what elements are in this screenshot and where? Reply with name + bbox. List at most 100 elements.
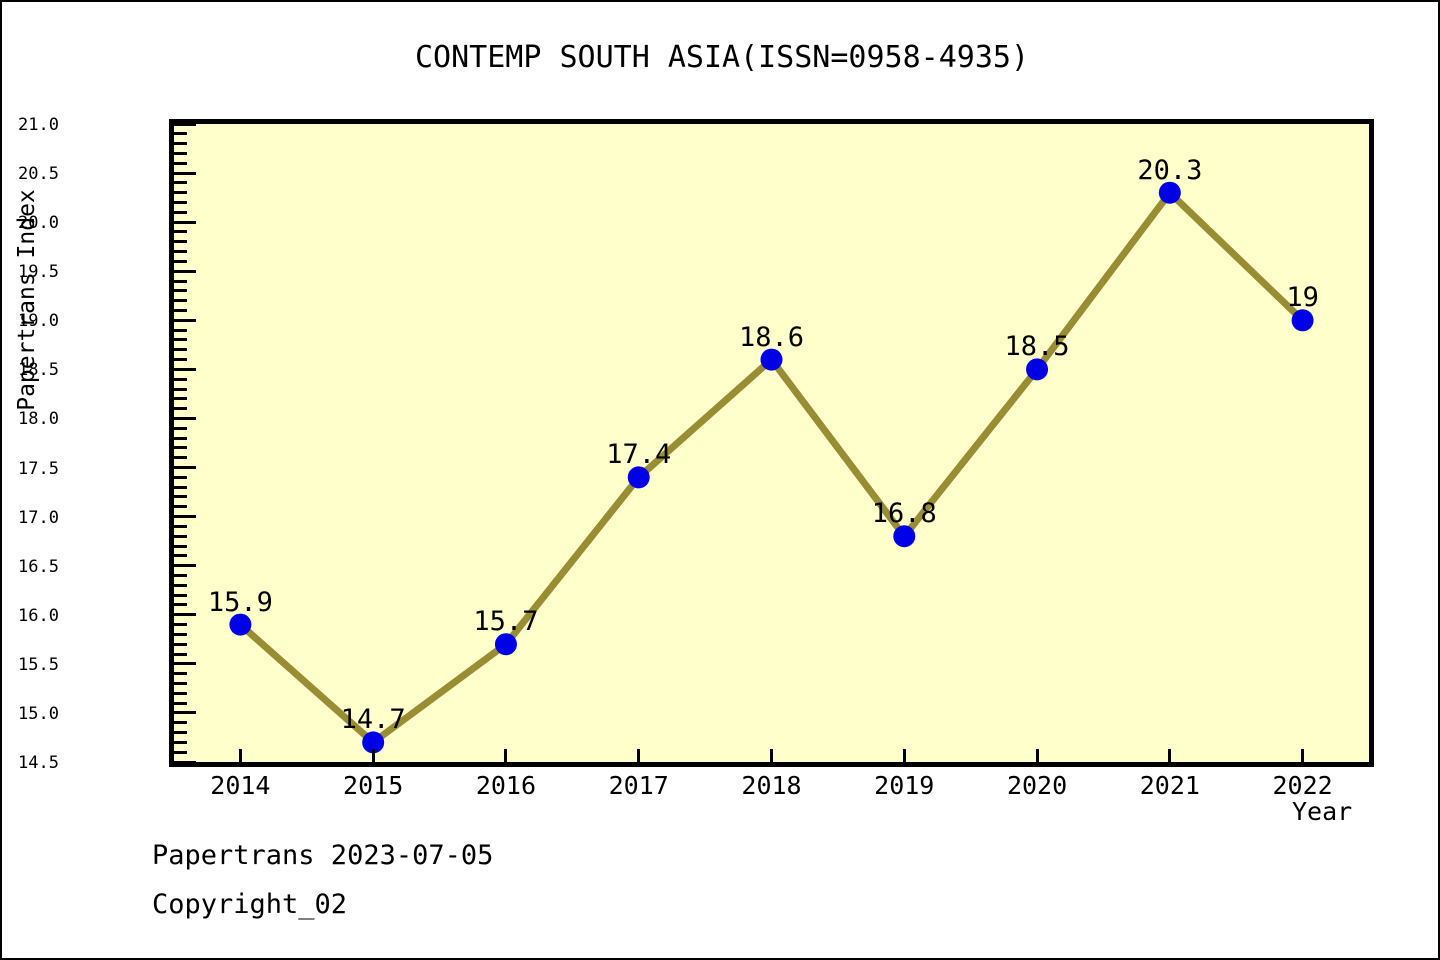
y-tick-minor [174, 289, 187, 293]
y-tick-label: 21.0 [18, 115, 59, 135]
y-tick-minor [174, 495, 187, 499]
y-tick-minor [174, 358, 187, 362]
y-tick-label: 18.5 [18, 360, 59, 381]
y-tick-minor [174, 161, 187, 165]
data-point-label: 18.5 [1004, 331, 1070, 363]
y-tick-label: 15.0 [18, 703, 59, 724]
x-tick-label: 2017 [608, 771, 669, 800]
y-tick-minor [174, 240, 187, 244]
plot-area [169, 119, 1374, 767]
series-line [238, 187, 1306, 747]
data-point-label: 20.3 [1137, 154, 1203, 186]
y-tick-minor [174, 142, 187, 146]
y-tick-minor [174, 132, 187, 136]
y-tick-minor [174, 672, 187, 676]
data-point-label: 17.4 [606, 439, 672, 471]
data-point-marker[interactable] [1026, 358, 1049, 381]
data-point-marker[interactable] [760, 348, 783, 371]
y-tick-label: 20.5 [18, 164, 59, 185]
y-tick-minor [174, 456, 187, 460]
plot-inner [174, 124, 1369, 762]
y-tick-minor [174, 407, 187, 411]
y-tick-minor [174, 603, 187, 607]
y-tick-major [174, 171, 196, 175]
x-tick-label: 2014 [210, 771, 271, 800]
x-tick-label: 2020 [1006, 771, 1068, 800]
y-tick-minor [174, 544, 187, 548]
y-tick-minor [174, 446, 187, 450]
data-point-marker[interactable] [1158, 181, 1181, 204]
y-tick-major [174, 711, 196, 715]
y-tick-minor [174, 574, 187, 577]
y-tick-label: 15.5 [18, 654, 59, 675]
data-point-marker[interactable] [362, 731, 385, 754]
x-axis-title: Year [1292, 797, 1353, 826]
x-tick [770, 749, 773, 762]
data-point-label: 15.7 [473, 606, 539, 638]
y-tick-minor [174, 299, 187, 303]
x-tick-label: 2015 [343, 771, 404, 800]
y-tick-minor [174, 623, 187, 627]
y-tick-minor [174, 426, 187, 430]
data-point-marker[interactable] [627, 466, 650, 489]
y-tick-minor [174, 328, 187, 332]
y-tick-minor [174, 583, 187, 587]
data-point-marker[interactable] [494, 633, 517, 656]
y-tick-minor [174, 721, 187, 725]
y-tick-label: 20.0 [18, 213, 59, 234]
y-tick-minor [174, 397, 187, 401]
y-tick-label: 19.0 [18, 311, 59, 332]
y-tick-minor [174, 554, 187, 558]
y-tick-minor [174, 348, 187, 352]
data-point-label: 19 [1286, 282, 1319, 314]
y-tick-label: 16.5 [18, 556, 59, 577]
x-tick [637, 749, 641, 762]
y-tick-major [174, 367, 196, 371]
y-tick-minor [174, 642, 187, 646]
y-tick-minor [174, 181, 187, 185]
x-tick-label: 2022 [1272, 771, 1333, 800]
y-tick-minor [174, 151, 187, 155]
x-tick-label: 2021 [1139, 771, 1200, 800]
data-point-marker[interactable] [893, 525, 916, 548]
data-point-marker[interactable] [1291, 309, 1314, 332]
x-tick [1168, 749, 1172, 762]
data-point-marker[interactable] [229, 613, 252, 636]
y-tick-minor [174, 308, 187, 312]
y-tick-minor [174, 750, 187, 754]
y-tick-major [174, 613, 196, 617]
y-tick-label: 17.0 [18, 507, 59, 528]
x-tick-label: 2018 [741, 771, 802, 800]
y-tick-minor [174, 279, 187, 283]
data-point-label: 18.6 [738, 321, 805, 353]
y-tick-minor [174, 475, 187, 479]
x-tick [371, 749, 375, 762]
y-tick-major [174, 760, 196, 764]
x-tick-label: 2019 [874, 771, 935, 800]
y-tick-minor [174, 652, 187, 656]
y-tick-minor [174, 387, 187, 391]
y-tick-minor [174, 731, 187, 735]
data-point-label: 14.7 [340, 704, 406, 736]
y-tick-minor [174, 632, 187, 636]
line-series-svg [229, 181, 1314, 754]
y-tick-minor [174, 534, 187, 538]
y-tick-minor [174, 701, 187, 705]
x-tick [238, 749, 242, 762]
y-tick-minor [174, 505, 187, 509]
y-tick-minor [174, 593, 187, 597]
footer-date: Papertrans 2023-07-05 [152, 840, 494, 871]
y-tick-minor [174, 524, 187, 528]
y-tick-minor [174, 210, 187, 214]
y-tick-minor [174, 740, 187, 744]
y-tick-minor [174, 338, 187, 342]
y-tick-major [174, 515, 196, 519]
y-tick-minor [174, 485, 187, 489]
y-tick-label: 17.5 [18, 458, 59, 479]
y-tick-minor [174, 681, 187, 685]
y-tick-minor [174, 436, 187, 440]
x-tick [1035, 749, 1039, 762]
footer-copyright: Copyright_02 [152, 889, 348, 920]
y-tick-major [174, 662, 196, 666]
